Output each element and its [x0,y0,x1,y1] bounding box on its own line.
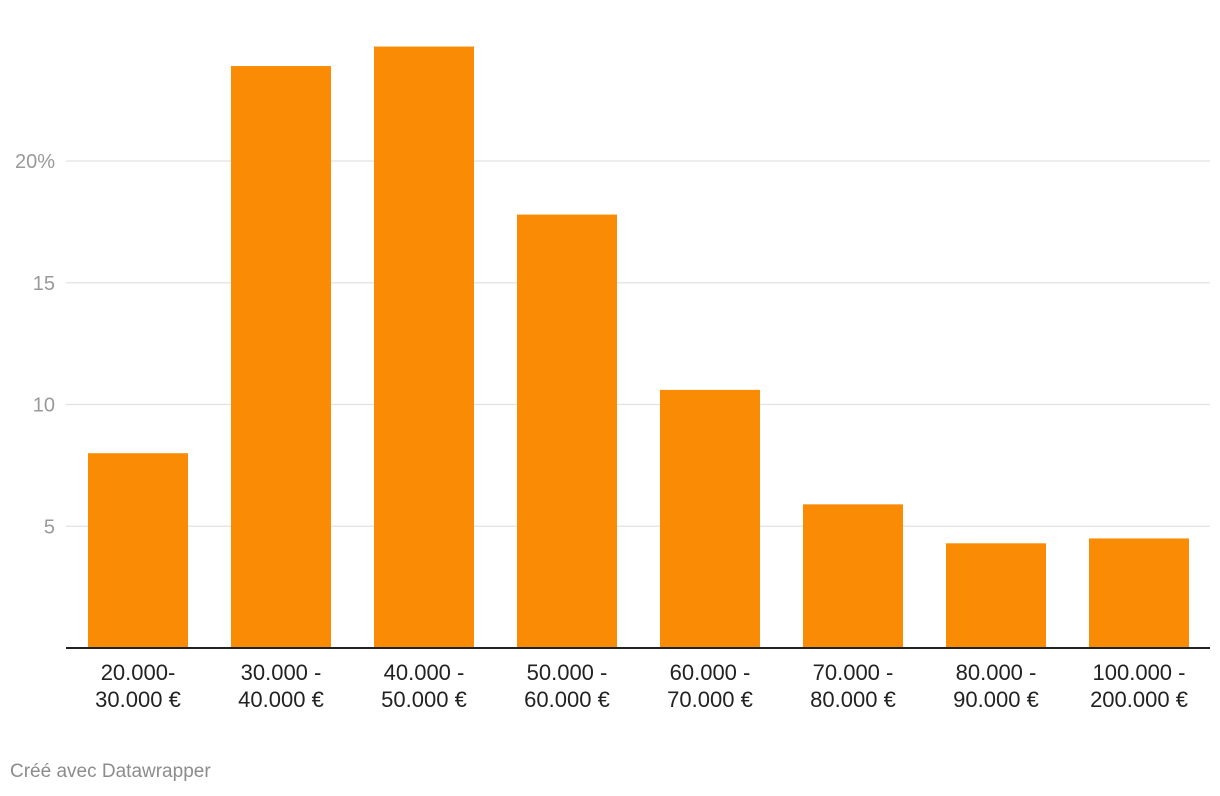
x-category-label: 40.000 -50.000 € [381,660,467,712]
bar [803,504,903,648]
x-category-label: 60.000 -70.000 € [667,660,753,712]
x-category-label: 70.000 -80.000 € [810,660,896,712]
bar [660,389,760,648]
bar [88,453,188,648]
y-tick-label: 10 [33,395,55,417]
y-axis-tick-labels: 5 10 15 20% [15,151,55,538]
y-tick-label: 15 [33,273,55,295]
bar [517,214,617,648]
x-category-label: 20.000-30.000 € [95,660,181,712]
bar [374,46,474,649]
bar [1089,538,1189,648]
x-category-label: 100.000 -200.000 € [1090,660,1188,712]
y-tick-label: 20% [15,151,55,173]
x-category-label: 50.000 -60.000 € [524,660,610,712]
x-category-label: 30.000 -40.000 € [238,660,324,712]
datawrapper-credit: Créé avec Datawrapper [10,761,211,782]
y-tick-label: 5 [44,516,55,538]
bar [946,543,1046,648]
x-category-label: 80.000 -90.000 € [953,660,1039,712]
bar [231,66,331,648]
x-axis-category-labels: 20.000-30.000 € 30.000 -40.000 € 40.000 -5… [95,660,1188,712]
bars [88,46,1189,649]
